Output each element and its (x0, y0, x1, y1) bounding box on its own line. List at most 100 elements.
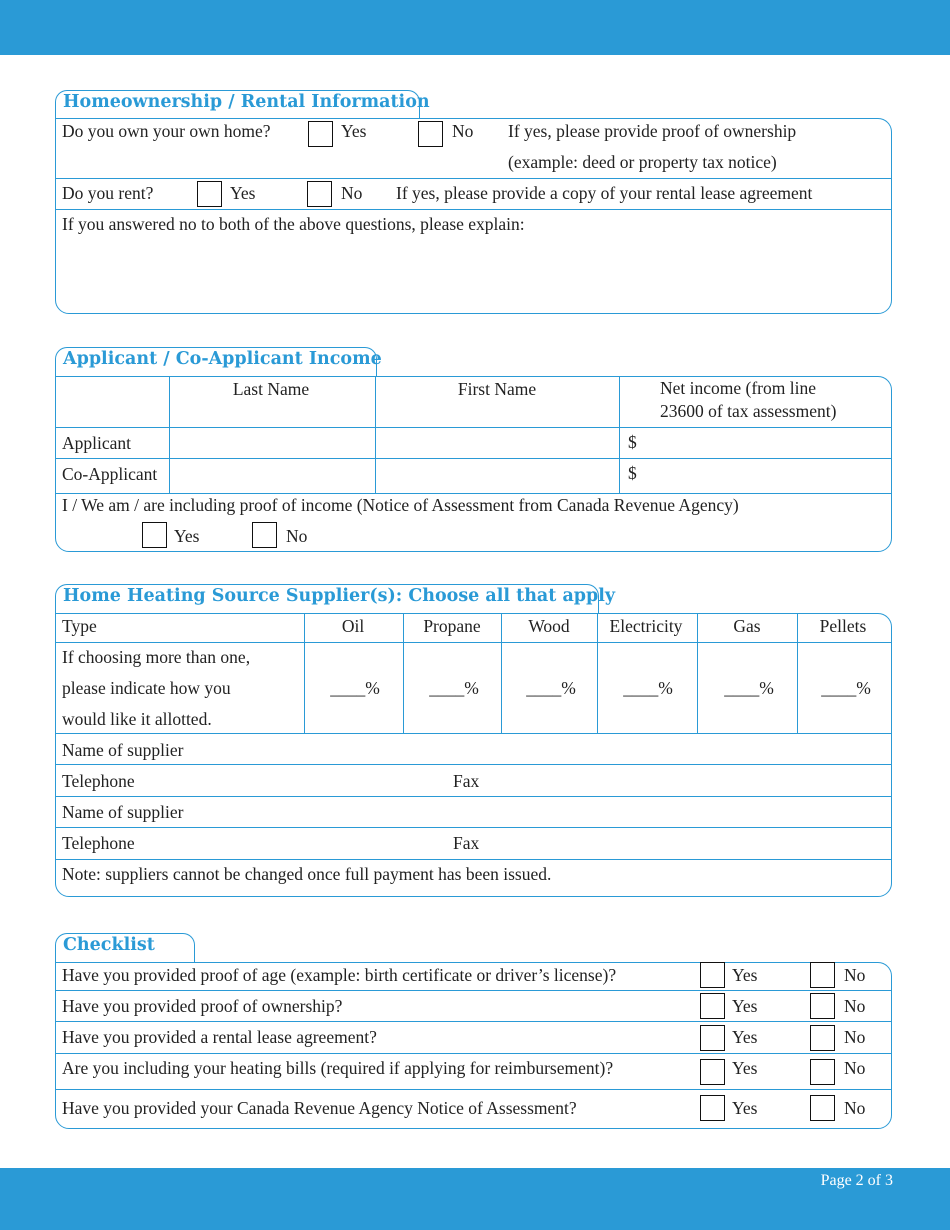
section-tab-checklist: Checklist (55, 933, 195, 963)
own-no-checkbox[interactable] (418, 121, 443, 147)
divider (55, 493, 891, 494)
rent-no-checkbox[interactable] (307, 181, 332, 207)
col-electricity: Electricity (609, 616, 683, 636)
gas-percent-field[interactable]: ____% (724, 678, 774, 698)
proof-yes-label: Yes (174, 526, 200, 546)
yes-label: Yes (732, 1058, 758, 1078)
proof-of-ownership-no-checkbox[interactable] (810, 993, 835, 1019)
col-gas: Gas (733, 616, 761, 636)
rent-question: Do you rent? (62, 183, 154, 203)
supplier-note: Note: suppliers cannot be changed once f… (62, 864, 552, 884)
section-title: Homeownership / Rental Information (63, 92, 430, 112)
divider (55, 859, 891, 860)
checklist-item-proof-of-age: Have you provided proof of age (example:… (62, 965, 617, 985)
divider (403, 613, 404, 733)
divider (797, 613, 798, 733)
proof-no-checkbox[interactable] (252, 522, 277, 548)
yes-label: Yes (732, 965, 758, 985)
col-first-name: First Name (457, 379, 537, 399)
no-label: No (844, 1098, 866, 1118)
divider (304, 613, 305, 733)
no-label: No (844, 996, 866, 1016)
section-title: Applicant / Co-Applicant Income (63, 349, 382, 369)
supplier-name-field-1[interactable]: Name of supplier (62, 740, 184, 760)
fax-field-2[interactable]: Fax (453, 833, 480, 853)
col-net-income: Net income (from line (660, 378, 816, 398)
divider (55, 1053, 891, 1054)
proof-of-ownership-yes-checkbox[interactable] (700, 993, 725, 1019)
section-checklist (55, 962, 892, 1129)
wood-percent-field[interactable]: ____% (526, 678, 576, 698)
explain-field[interactable]: If you answered no to both of the above … (62, 214, 525, 234)
applicant-income-field[interactable]: $ (628, 432, 637, 452)
no-label: No (844, 965, 866, 985)
section-tab-heating: Home Heating Source Supplier(s): Choose … (55, 584, 615, 614)
rental-lease-yes-checkbox[interactable] (700, 1025, 725, 1051)
col-propane: Propane (423, 616, 481, 636)
electricity-percent-field[interactable]: ____% (623, 678, 673, 698)
own-yes-label: Yes (341, 121, 367, 141)
allot-instruction-line3: would like it allotted. (62, 709, 212, 729)
rent-note: If yes, please provide a copy of your re… (396, 183, 813, 203)
divider (55, 1089, 891, 1090)
col-last-name: Last Name (232, 379, 310, 399)
row-applicant: Applicant (62, 433, 132, 453)
section-tab-income: Applicant / Co-Applicant Income (55, 347, 382, 377)
checklist-item-rental-lease: Have you provided a rental lease agreeme… (62, 1027, 377, 1047)
no-label: No (844, 1027, 866, 1047)
divider (55, 1021, 891, 1022)
heating-bills-no-checkbox[interactable] (810, 1059, 835, 1085)
allot-instruction-line2: please indicate how you (62, 678, 231, 698)
section-title: Checklist (63, 935, 155, 955)
yes-label: Yes (732, 1027, 758, 1047)
col-oil: Oil (341, 616, 365, 636)
telephone-field-1[interactable]: Telephone (62, 771, 135, 791)
header-bar (0, 0, 950, 55)
coapplicant-income-field[interactable]: $ (628, 463, 637, 483)
rent-no-label: No (341, 183, 363, 203)
proof-yes-checkbox[interactable] (142, 522, 167, 548)
rent-yes-label: Yes (230, 183, 256, 203)
divider (55, 733, 891, 734)
checklist-item-heating-bills: Are you including your heating bills (re… (62, 1058, 614, 1078)
section-title: Home Heating Source Supplier(s): Choose … (63, 586, 616, 606)
section-heating (55, 613, 892, 897)
col-pellets: Pellets (819, 616, 867, 636)
oil-percent-field[interactable]: ____% (330, 678, 380, 698)
pellets-percent-field[interactable]: ____% (821, 678, 871, 698)
yes-label: Yes (732, 1098, 758, 1118)
divider (55, 796, 891, 797)
divider (501, 613, 502, 733)
notice-of-assessment-yes-checkbox[interactable] (700, 1095, 725, 1121)
section-homeownership (55, 118, 892, 314)
footer-bar (0, 1168, 950, 1230)
own-no-label: No (452, 121, 474, 141)
proof-no-label: No (286, 526, 308, 546)
proof-of-age-yes-checkbox[interactable] (700, 962, 725, 988)
own-question: Do you own your own home? (62, 121, 271, 141)
heating-bills-yes-checkbox[interactable] (700, 1059, 725, 1085)
row-coapplicant: Co-Applicant (62, 464, 158, 484)
propane-percent-field[interactable]: ____% (429, 678, 479, 698)
rent-yes-checkbox[interactable] (197, 181, 222, 207)
col-type: Type (62, 616, 97, 636)
divider (619, 376, 620, 493)
own-yes-checkbox[interactable] (308, 121, 333, 147)
divider (697, 613, 698, 733)
section-tab-homeownership: Homeownership / Rental Information (55, 90, 430, 119)
no-label: No (844, 1058, 866, 1078)
proof-of-income-question: I / We am / are including proof of incom… (62, 495, 739, 515)
divider (55, 764, 891, 765)
divider (375, 376, 376, 493)
telephone-field-2[interactable]: Telephone (62, 833, 135, 853)
rental-lease-no-checkbox[interactable] (810, 1025, 835, 1051)
divider (55, 458, 891, 459)
fax-field-1[interactable]: Fax (453, 771, 480, 791)
supplier-name-field-2[interactable]: Name of supplier (62, 802, 184, 822)
own-note-example: (example: deed or property tax notice) (508, 152, 777, 172)
yes-label: Yes (732, 996, 758, 1016)
notice-of-assessment-no-checkbox[interactable] (810, 1095, 835, 1121)
checklist-item-notice-of-assessment: Have you provided your Canada Revenue Ag… (62, 1098, 577, 1118)
divider (597, 613, 598, 733)
proof-of-age-no-checkbox[interactable] (810, 962, 835, 988)
